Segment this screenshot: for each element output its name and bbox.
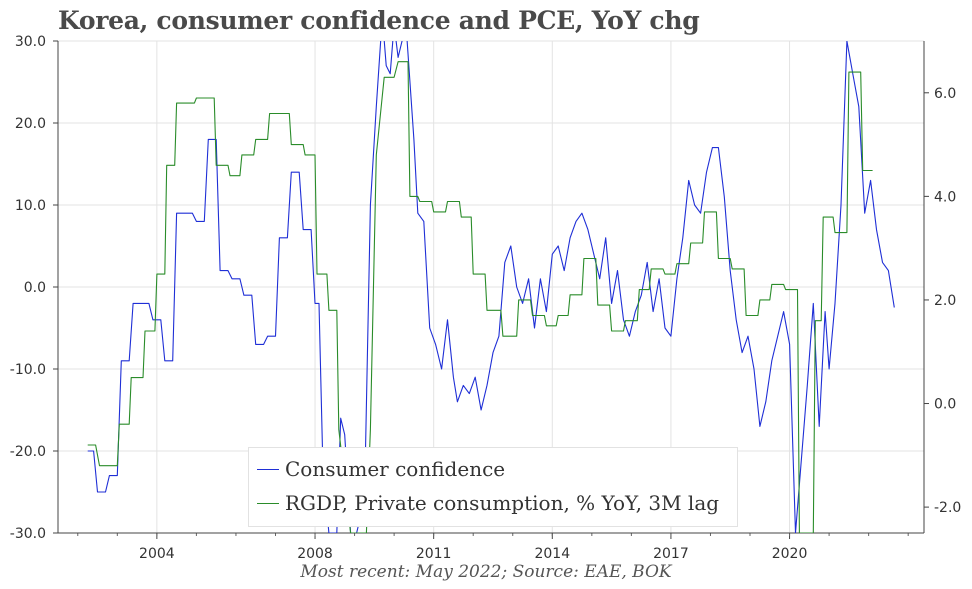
legend-swatch-rgdp xyxy=(257,502,279,504)
legend-label-consumer-confidence: Consumer confidence xyxy=(285,457,506,481)
series-lines xyxy=(87,41,895,533)
y-left-tick-label: -20.0 xyxy=(10,444,46,460)
legend-label-rgdp: RGDP, Private consumption, % YoY, 3M lag xyxy=(285,491,720,515)
series-line-rgdp-private-consumption xyxy=(87,61,873,533)
y-left-tick-label: -30.0 xyxy=(10,526,46,542)
y-left-tick-label: -10.0 xyxy=(10,362,46,378)
y-right-tick-label: 6.0 xyxy=(934,86,956,102)
y-right-tick-label: 4.0 xyxy=(934,189,956,205)
y-left-tick-label: 30.0 xyxy=(15,34,46,50)
x-tick-label: 2020 xyxy=(772,546,808,562)
tick-labels: -30.0 -20.0 -10.0 0.0 10.0 20.0 30.0 2004 2008 20… xyxy=(10,34,962,562)
axes xyxy=(53,40,929,539)
x-tick-label: 2017 xyxy=(653,546,689,562)
y-right-tick-label: 0.0 xyxy=(934,397,956,413)
legend: Consumer confidence RGDP, Private consum… xyxy=(248,447,738,527)
legend-swatch-consumer-confidence xyxy=(257,468,279,470)
chart-title: Korea, consumer confidence and PCE, YoY … xyxy=(58,6,700,35)
source-note: Most recent: May 2022; Source: EAE, BOK xyxy=(300,562,672,582)
x-tick-label: 2011 xyxy=(416,546,452,562)
x-tick-label: 2008 xyxy=(297,546,333,562)
x-tick-label: 2014 xyxy=(534,546,570,562)
y-right-tick-label: -2.0 xyxy=(934,500,961,516)
legend-item-rgdp: RGDP, Private consumption, % YoY, 3M lag xyxy=(257,488,719,518)
y-left-tick-label: 10.0 xyxy=(15,198,46,214)
y-left-tick-label: 20.0 xyxy=(15,116,46,132)
y-left-tick-label: 0.0 xyxy=(24,280,46,296)
y-right-tick-label: 2.0 xyxy=(934,293,956,309)
x-tick-label: 2004 xyxy=(139,546,175,562)
legend-item-consumer-confidence: Consumer confidence xyxy=(257,454,505,484)
series-line-consumer-confidence xyxy=(87,41,895,533)
